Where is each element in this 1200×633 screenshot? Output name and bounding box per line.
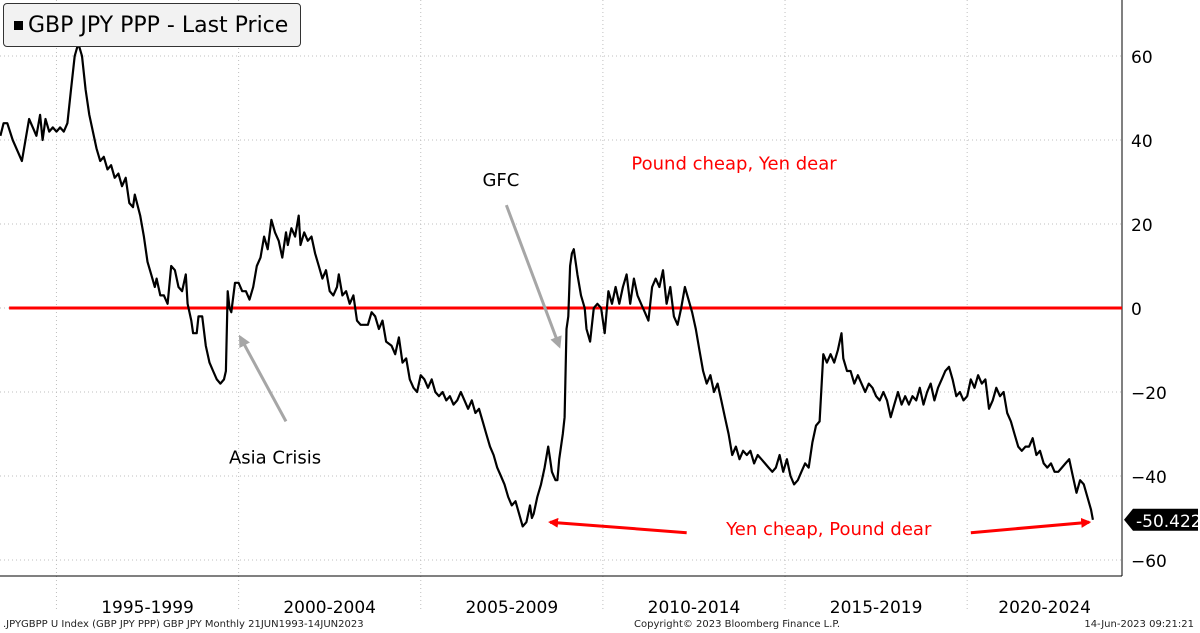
y-tick-label: 0 xyxy=(1131,300,1142,320)
annotation-text: Yen cheap, Pound dear xyxy=(725,519,932,540)
x-period-label: 2010-2014 xyxy=(648,598,741,618)
series-line xyxy=(0,42,1094,528)
annotation-text: Pound cheap, Yen dear xyxy=(631,153,837,174)
footer-timestamp: 14-Jun-2023 09:21:21 xyxy=(1084,619,1194,630)
footer-copyright: Copyright© 2023 Bloomberg Finance L.P. xyxy=(634,619,841,630)
legend-label: GBP JPY PPP - Last Price xyxy=(28,12,289,38)
annotation-arrow-right xyxy=(970,517,1092,535)
y-tick-label: −20 xyxy=(1131,384,1167,404)
annotation-text: GFC xyxy=(482,170,519,191)
y-tick-label: −40 xyxy=(1131,468,1167,488)
annotation-arrow-left xyxy=(548,517,687,535)
last-price-label: -50.422 xyxy=(1136,512,1200,532)
last-price-tag-bg xyxy=(1124,508,1198,531)
annotation-text: Asia Crisis xyxy=(229,447,321,468)
x-period-label: 2020-2024 xyxy=(998,598,1091,618)
x-period-label: 2005-2009 xyxy=(465,598,558,618)
x-period-label: 2000-2004 xyxy=(283,598,376,618)
x-period-label: 1995-1999 xyxy=(101,598,194,618)
annotations: GFC Asia Crisis Pound cheap, Yen dear Yen c… xyxy=(229,153,1092,540)
legend: GBP JPY PPP - Last Price xyxy=(3,3,302,47)
y-tick-label: 20 xyxy=(1131,216,1153,236)
annotation-arrow xyxy=(238,334,288,423)
annotation-arrow xyxy=(504,204,562,349)
footer-source: .JPYGBPP U Index (GBP JPY PPP) GBP JPY M… xyxy=(3,619,364,630)
y-tick-label: 40 xyxy=(1131,132,1153,152)
y-tick-label: −60 xyxy=(1131,552,1167,572)
y-tick-label: 60 xyxy=(1131,48,1153,68)
legend-swatch xyxy=(14,20,23,30)
last-price-tag: -50.422 xyxy=(1124,508,1200,532)
gridlines xyxy=(0,0,1122,612)
series-layer xyxy=(0,42,1094,528)
x-period-label: 2015-2019 xyxy=(830,598,923,618)
axes: 60 40 20 0 −20 −40 −60 1995-1999 2000-2004 2005-2… xyxy=(0,0,1200,618)
